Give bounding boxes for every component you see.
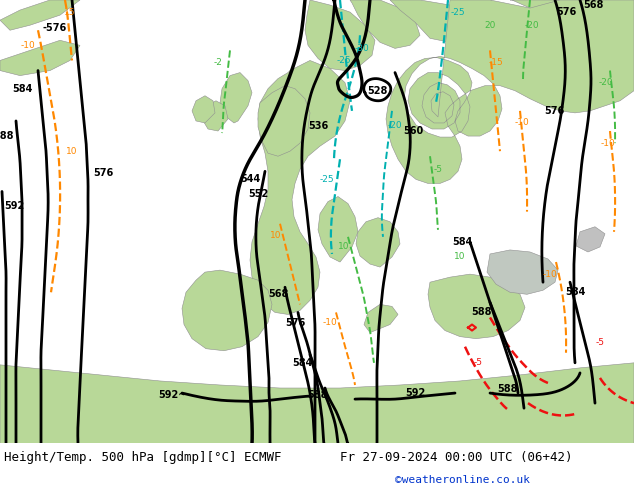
Text: 584: 584 bbox=[12, 84, 32, 94]
Text: 592: 592 bbox=[405, 388, 425, 398]
Text: -10: -10 bbox=[515, 119, 529, 127]
Text: 552: 552 bbox=[248, 189, 268, 198]
Text: -30: -30 bbox=[354, 44, 370, 53]
Text: -10: -10 bbox=[600, 139, 616, 147]
Text: Height/Temp. 500 hPa [gdmp][°C] ECMWF: Height/Temp. 500 hPa [gdmp][°C] ECMWF bbox=[4, 451, 281, 464]
Text: 588: 588 bbox=[307, 390, 328, 400]
Polygon shape bbox=[356, 218, 400, 267]
Polygon shape bbox=[390, 0, 470, 42]
Text: 10: 10 bbox=[66, 147, 78, 156]
Text: -10: -10 bbox=[323, 318, 337, 327]
Text: 576: 576 bbox=[93, 169, 113, 178]
Text: -20: -20 bbox=[598, 78, 613, 87]
Text: -576: -576 bbox=[43, 23, 67, 33]
Polygon shape bbox=[487, 250, 558, 294]
Text: 588: 588 bbox=[498, 384, 518, 394]
Polygon shape bbox=[250, 60, 350, 315]
Text: -5: -5 bbox=[595, 338, 604, 347]
Text: 592~: 592~ bbox=[158, 390, 186, 400]
Text: 588: 588 bbox=[0, 131, 14, 141]
Text: 544: 544 bbox=[240, 174, 260, 184]
Text: 10: 10 bbox=[270, 231, 281, 240]
Text: -25: -25 bbox=[337, 56, 351, 65]
Text: -10: -10 bbox=[21, 41, 36, 50]
Text: 584: 584 bbox=[452, 237, 472, 247]
Text: 592: 592 bbox=[4, 200, 24, 211]
Polygon shape bbox=[220, 73, 252, 123]
Text: 588: 588 bbox=[472, 307, 492, 318]
Text: 584: 584 bbox=[292, 358, 312, 368]
Text: -20: -20 bbox=[525, 21, 540, 30]
Text: -2: -2 bbox=[214, 58, 223, 67]
Text: 10: 10 bbox=[454, 252, 466, 262]
Text: 576: 576 bbox=[556, 7, 576, 17]
Polygon shape bbox=[182, 270, 272, 351]
Polygon shape bbox=[258, 86, 310, 156]
Text: 528: 528 bbox=[367, 86, 387, 96]
Polygon shape bbox=[0, 40, 80, 75]
Text: 576: 576 bbox=[544, 106, 564, 116]
Text: 568: 568 bbox=[268, 289, 288, 299]
Polygon shape bbox=[192, 96, 215, 123]
Text: -5: -5 bbox=[474, 358, 482, 368]
Polygon shape bbox=[350, 0, 420, 49]
Polygon shape bbox=[386, 0, 634, 183]
Text: 15: 15 bbox=[64, 7, 75, 17]
Polygon shape bbox=[202, 101, 228, 131]
Text: -10: -10 bbox=[543, 270, 557, 279]
Text: -15: -15 bbox=[489, 58, 503, 67]
Text: -25: -25 bbox=[320, 175, 334, 184]
Polygon shape bbox=[450, 0, 520, 35]
Polygon shape bbox=[0, 0, 80, 30]
Polygon shape bbox=[305, 0, 375, 71]
Text: -5: -5 bbox=[434, 165, 443, 174]
Text: -20: -20 bbox=[387, 122, 403, 130]
Polygon shape bbox=[0, 363, 634, 443]
Polygon shape bbox=[428, 274, 525, 339]
Text: 536: 536 bbox=[308, 121, 328, 131]
Text: 568: 568 bbox=[583, 0, 603, 10]
Polygon shape bbox=[510, 0, 580, 22]
Polygon shape bbox=[318, 196, 358, 262]
Polygon shape bbox=[576, 227, 605, 252]
Text: 560: 560 bbox=[403, 126, 423, 136]
Text: 10: 10 bbox=[339, 243, 350, 251]
Polygon shape bbox=[364, 304, 398, 333]
Text: -25: -25 bbox=[451, 7, 465, 17]
Text: 20: 20 bbox=[484, 21, 496, 30]
Text: 584: 584 bbox=[565, 287, 585, 297]
Text: 576: 576 bbox=[285, 318, 305, 327]
Polygon shape bbox=[560, 0, 634, 30]
Text: ©weatheronline.co.uk: ©weatheronline.co.uk bbox=[395, 475, 530, 485]
Text: Fr 27-09-2024 00:00 UTC (06+42): Fr 27-09-2024 00:00 UTC (06+42) bbox=[340, 451, 573, 464]
